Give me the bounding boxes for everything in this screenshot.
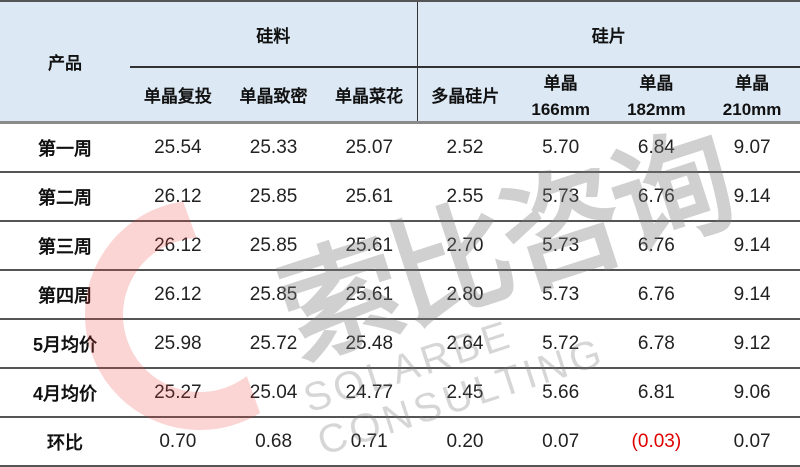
table-cell: 25.54 [130,122,226,173]
table-cell: 9.07 [704,122,800,173]
table-cell: 25.61 [321,270,418,320]
row-label: 第三周 [0,221,130,271]
table-cell: 9.14 [704,270,800,320]
table-cell: (0.03) [608,417,705,467]
table-cell: 6.81 [608,368,705,418]
table-cell: 5.70 [512,122,609,173]
table-cell: 25.48 [321,319,418,369]
column-header: 多晶硅片 [416,67,513,123]
table-row: 环比 0.70 0.68 0.71 0.20 0.07 (0.03) 0.07 [0,417,800,467]
column-header-line1: 单晶致密 [239,87,308,106]
table-cell: 25.85 [225,270,322,320]
row-label: 第四周 [0,270,130,320]
table-row: 第二周 26.12 25.85 25.61 2.55 5.73 6.76 9.14 [0,172,800,222]
table-row: 第四周 26.12 25.85 25.61 2.80 5.73 6.76 9.14 [0,270,800,320]
column-header-line1: 单晶 [735,74,770,93]
row-label: 4月均价 [0,368,130,418]
header-group-wafer: 硅片 [416,1,800,68]
table-cell: 0.20 [417,417,513,467]
table-cell: 5.73 [512,270,609,320]
row-label: 5月均价 [0,319,130,369]
column-header-line1: 多晶硅片 [431,87,500,106]
table-cell: 25.85 [225,172,322,222]
table-cell: 9.12 [704,319,800,369]
table-cell: 2.70 [417,221,513,271]
table-cell: 25.61 [321,172,418,222]
table-row: 5月均价 25.98 25.72 25.48 2.64 5.72 6.78 9.12 [0,319,800,369]
table-cell: 0.71 [321,417,418,467]
table-cell: 6.76 [608,172,705,222]
table-cell: 25.98 [130,319,226,369]
table-cell: 0.68 [225,417,322,467]
table-cell: 5.73 [512,221,609,271]
table-cell: 25.85 [225,221,322,271]
column-header: 单晶 210mm [704,67,800,123]
table-cell: 25.04 [225,368,322,418]
table-cell: 6.76 [608,221,705,271]
column-header: 单晶菜花 [321,67,418,123]
table-cell: 6.78 [608,319,705,369]
column-header: 单晶 166mm [512,67,609,123]
column-header: 单晶致密 [225,67,322,123]
column-header: 单晶复投 [130,67,226,123]
table-cell: 5.72 [512,319,609,369]
column-header-line1: 单晶 [543,74,578,93]
table-cell: 9.06 [704,368,800,418]
table-cell: 9.14 [704,172,800,222]
table-row: 第一周 25.54 25.33 25.07 2.52 5.70 6.84 9.07 [0,122,800,173]
column-header-line1: 单晶 [639,74,674,93]
table-cell: 6.84 [608,122,705,173]
table-cell: 6.76 [608,270,705,320]
column-header-line2: 166mm [531,100,590,119]
table-cell: 0.07 [512,417,609,467]
column-header-line1: 单晶复投 [143,87,212,106]
table-row: 4月均价 25.27 25.04 24.77 2.45 5.66 6.81 9.06 [0,368,800,418]
table-cell: 5.73 [512,172,609,222]
table-cell: 2.55 [417,172,513,222]
table-cell: 25.27 [130,368,226,418]
table-cell: 25.72 [225,319,322,369]
table-cell: 25.33 [225,122,322,173]
header-product: 产品 [0,1,130,123]
row-label: 第二周 [0,172,130,222]
table-cell: 9.14 [704,221,800,271]
table-cell: 0.07 [704,417,800,467]
table-cell: 5.66 [512,368,609,418]
row-label: 第一周 [0,122,130,173]
table-cell: 2.52 [417,122,513,173]
table-cell: 26.12 [130,221,226,271]
table-cell: 2.45 [417,368,513,418]
table-cell: 25.07 [321,122,418,173]
column-header-line1: 单晶菜花 [335,87,403,106]
table-cell: 24.77 [321,368,418,418]
table-cell: 26.12 [130,172,226,222]
column-header-line2: 210mm [722,100,782,119]
column-header-line2: 182mm [627,100,686,119]
table-cell: 25.61 [321,221,418,271]
header-group-polysilicon: 硅料 [130,1,418,68]
table-cell: 0.70 [130,417,226,467]
table-cell: 2.80 [417,270,513,320]
table-cell: 2.64 [417,319,513,369]
row-label: 环比 [0,417,130,467]
table-cell: 26.12 [130,270,226,320]
column-header: 单晶 182mm [608,67,705,123]
table-row: 第三周 26.12 25.85 25.61 2.70 5.73 6.76 9.14 [0,221,800,271]
